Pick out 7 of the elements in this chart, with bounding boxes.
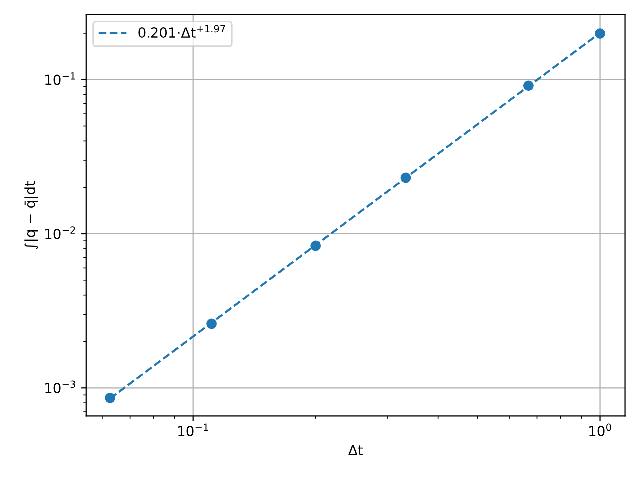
y-tick-label: 10$^{−2}$ xyxy=(46,226,76,240)
y-tick-label: 10$^{−3}$ xyxy=(46,380,76,394)
y-axis-title: ∫|q − q̄|dt xyxy=(24,181,38,250)
x-axis-title: Δt xyxy=(348,445,363,456)
legend-label: 0.201·Δt$^{+1.97}$ xyxy=(138,25,226,38)
y-tick-label: 10$^{−1}$ xyxy=(46,72,76,86)
x-tick-label: 10$^{0}$ xyxy=(590,424,612,437)
